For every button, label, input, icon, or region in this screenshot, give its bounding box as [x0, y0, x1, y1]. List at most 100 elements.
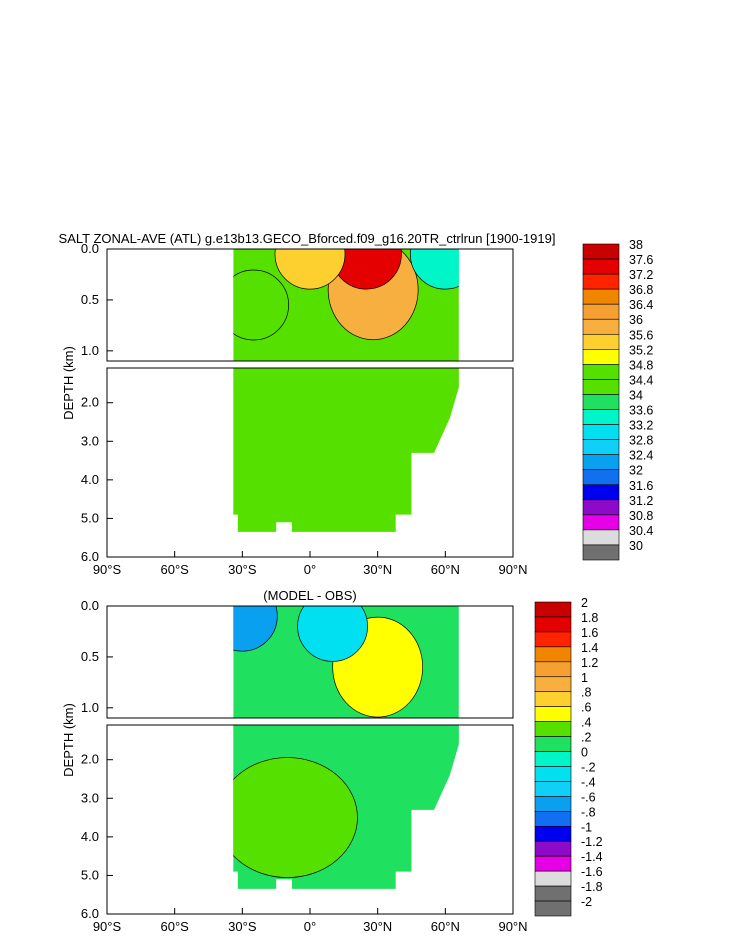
y-tick-label: 1.0 — [81, 343, 99, 358]
colorbar-swatch — [582, 439, 620, 455]
colorbar-label: 31.6 — [629, 479, 653, 493]
colorbar-label: -.8 — [581, 805, 596, 819]
contour-fill — [409, 249, 459, 290]
colorbar-label: 35.6 — [629, 328, 653, 342]
colorbar-swatch — [534, 825, 572, 842]
colorbar-swatch — [582, 364, 620, 380]
x-tick-label: 90°N — [498, 919, 527, 934]
colorbar-swatch — [534, 781, 572, 797]
contour-fill — [233, 368, 459, 532]
y-tick-label: 3.0 — [81, 433, 99, 448]
colorbar-swatch — [534, 661, 572, 678]
colorbar-label: 34 — [629, 388, 643, 402]
colorbar-swatch — [582, 499, 620, 516]
y-tick-label: 1.0 — [81, 700, 99, 715]
colorbar-label: 32.8 — [629, 434, 653, 448]
x-tick-label: 0° — [304, 919, 316, 934]
colorbar-label: 30.4 — [629, 524, 653, 538]
y-tick-label: 0.5 — [81, 292, 99, 307]
colorbar-label: 33.2 — [629, 419, 653, 433]
colorbar-label: -1.4 — [581, 850, 603, 864]
x-tick-label: 60°N — [431, 919, 460, 934]
colorbar-swatch — [534, 766, 572, 782]
colorbar-swatch — [582, 243, 620, 260]
chart-title: (MODEL - OBS) — [263, 588, 356, 603]
chart-panel-2 — [106, 601, 572, 917]
contour-fill — [233, 757, 358, 878]
colorbar-swatch — [582, 258, 620, 275]
colorbar-swatch — [582, 424, 620, 440]
colorbar-swatch — [582, 409, 620, 425]
colorbar-label: 0 — [581, 746, 588, 760]
colorbar-swatch — [582, 379, 620, 395]
colorbar-label: 33.6 — [629, 404, 653, 418]
colorbar-label: 35.2 — [629, 343, 653, 357]
colorbar-label: 36.4 — [629, 298, 653, 312]
colorbar-swatch — [534, 796, 572, 812]
colorbar-swatch — [534, 721, 572, 737]
colorbar-label: 1 — [581, 671, 588, 685]
y-tick-label: 5.0 — [81, 867, 99, 882]
colorbar-swatch — [534, 631, 572, 648]
colorbar-label: -1.8 — [581, 880, 603, 894]
colorbar-swatch — [534, 900, 572, 917]
colorbar-swatch — [582, 394, 620, 410]
colorbar-label: -.4 — [581, 775, 596, 789]
contour-fill — [274, 249, 346, 290]
colorbar-label: 32 — [629, 464, 643, 478]
contour-fill — [297, 606, 368, 662]
y-axis-label: DEPTH (km) — [61, 346, 76, 420]
chart-title: SALT ZONAL-AVE (ATL) g.e13b13.GECO_Bforc… — [59, 231, 556, 246]
colorbar-label: 30 — [629, 539, 643, 553]
y-tick-label: 6.0 — [81, 549, 99, 564]
y-tick-label: 5.0 — [81, 510, 99, 525]
y-tick-label: 3.0 — [81, 790, 99, 805]
colorbar-label: -1.2 — [581, 835, 603, 849]
colorbar-swatch — [534, 870, 572, 887]
colorbar-swatch — [582, 484, 620, 501]
colorbar-swatch — [582, 529, 620, 546]
colorbar-label: .6 — [581, 701, 591, 715]
colorbar-swatch — [582, 544, 620, 561]
colorbar-label: 34.4 — [629, 373, 653, 387]
x-tick-label: 90°S — [93, 919, 122, 934]
colorbar-swatch — [582, 349, 620, 365]
colorbar-swatch — [582, 303, 620, 320]
colorbar-label: .4 — [581, 716, 591, 730]
y-tick-label: 2.0 — [81, 395, 99, 410]
colorbar-swatch — [534, 885, 572, 902]
contour-fill — [233, 269, 289, 341]
colorbar-label: 36 — [629, 313, 643, 327]
colorbar-label: -.6 — [581, 790, 596, 804]
colorbar-label: 37.2 — [629, 268, 653, 282]
y-tick-label: 0.0 — [81, 241, 99, 256]
colorbar-label: -1.6 — [581, 865, 603, 879]
colorbar-swatch — [582, 454, 620, 471]
colorbar-swatch — [534, 736, 572, 752]
colorbar-label: .2 — [581, 731, 591, 745]
x-tick-label: 30°S — [228, 562, 257, 577]
contour-fill — [233, 606, 278, 652]
y-tick-label: 0.0 — [81, 598, 99, 613]
colorbar-swatch — [534, 855, 572, 872]
colorbar-label: 38 — [629, 238, 643, 252]
colorbar-swatch — [582, 288, 620, 305]
colorbar-label: -.2 — [581, 760, 596, 774]
chart-panel-1 — [106, 243, 620, 561]
colorbar-swatch — [582, 514, 620, 531]
colorbar-label: 34.8 — [629, 358, 653, 372]
colorbar-label: 36.8 — [629, 283, 653, 297]
colorbar-swatch — [582, 333, 620, 350]
colorbar-label: -1 — [581, 820, 592, 834]
x-tick-label: 30°N — [363, 562, 392, 577]
colorbar-swatch — [582, 273, 620, 290]
colorbar-swatch — [534, 616, 572, 633]
colorbar-swatch — [534, 811, 572, 827]
x-tick-label: 60°S — [160, 562, 189, 577]
colorbar-label: 2 — [581, 596, 588, 610]
colorbar-swatch — [582, 469, 620, 486]
colorbar-label: 1.8 — [581, 611, 598, 625]
y-tick-label: 6.0 — [81, 906, 99, 921]
colorbar-swatch — [534, 691, 572, 707]
